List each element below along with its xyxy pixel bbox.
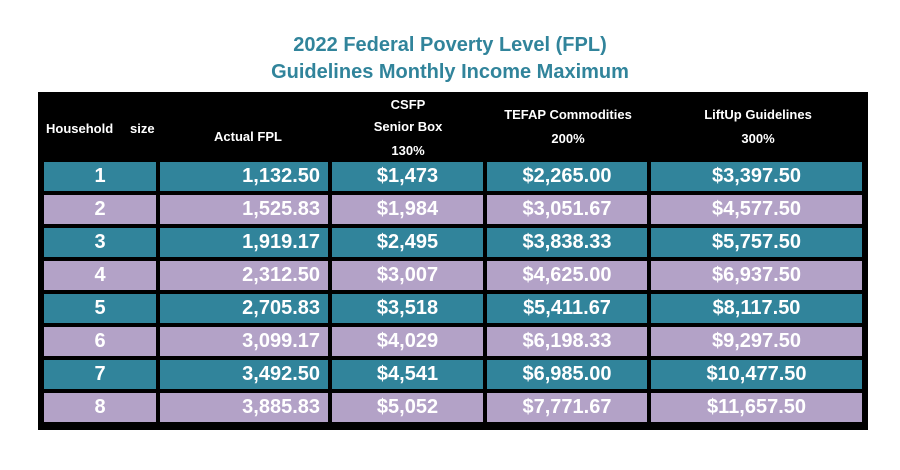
cell-tefap: $4,625.00 (487, 261, 647, 290)
table-row: 2 1,525.83 $1,984 $3,051.67 $4,577.50 (38, 195, 868, 224)
header-actual-fpl: Actual FPL (214, 129, 282, 144)
cell-household-size: 7 (44, 360, 156, 389)
header-household-size: size (130, 121, 155, 136)
fpl-table: Household size Actual FPL CSFP Senior Bo… (38, 92, 868, 430)
cell-csfp: $2,495 (332, 228, 483, 257)
header-tefap-percent: 200% (551, 131, 585, 146)
cell-tefap: $7,771.67 (487, 393, 647, 422)
header-liftup-percent: 300% (741, 131, 775, 146)
cell-csfp: $5,052 (332, 393, 483, 422)
cell-liftup: $10,477.50 (651, 360, 862, 389)
cell-household-size: 3 (44, 228, 156, 257)
cell-csfp: $1,473 (332, 162, 483, 191)
cell-tefap: $2,265.00 (487, 162, 647, 191)
cell-household-size: 2 (44, 195, 156, 224)
cell-household-size: 4 (44, 261, 156, 290)
cell-tefap: $6,198.33 (487, 327, 647, 356)
cell-csfp: $4,541 (332, 360, 483, 389)
cell-csfp: $3,007 (332, 261, 483, 290)
table-row: 1 1,132.50 $1,473 $2,265.00 $3,397.50 (38, 162, 868, 191)
header-household: Household (46, 121, 114, 136)
cell-liftup: $4,577.50 (651, 195, 862, 224)
cell-liftup: $11,657.50 (651, 393, 862, 422)
cell-csfp: $4,029 (332, 327, 483, 356)
cell-tefap: $3,051.67 (487, 195, 647, 224)
table-header: Household size Actual FPL CSFP Senior Bo… (38, 92, 868, 160)
cell-household-size: 8 (44, 393, 156, 422)
page-title: 2022 Federal Poverty Level (FPL) (293, 34, 607, 56)
cell-tefap: $3,838.33 (487, 228, 647, 257)
cell-actual-fpl: 2,705.83 (160, 294, 328, 323)
cell-liftup: $5,757.50 (651, 228, 862, 257)
cell-tefap: $5,411.67 (487, 294, 647, 323)
table-row: 3 1,919.17 $2,495 $3,838.33 $5,757.50 (38, 228, 868, 257)
header-liftup: LiftUp Guidelines (704, 107, 812, 122)
cell-actual-fpl: 1,132.50 (160, 162, 328, 191)
cell-household-size: 1 (44, 162, 156, 191)
cell-actual-fpl: 3,885.83 (160, 393, 328, 422)
cell-csfp: $3,518 (332, 294, 483, 323)
header-csfp: CSFP (390, 97, 426, 112)
cell-actual-fpl: 1,525.83 (160, 195, 328, 224)
header-tefap: TEFAP Commodities (504, 107, 632, 122)
cell-liftup: $3,397.50 (651, 162, 862, 191)
header-csfp-percent: 130% (391, 143, 425, 158)
header-csfp-senior-box: Senior Box (373, 119, 443, 134)
cell-household-size: 5 (44, 294, 156, 323)
cell-csfp: $1,984 (332, 195, 483, 224)
table-row: 8 3,885.83 $5,052 $7,771.67 $11,657.50 (38, 393, 868, 422)
cell-liftup: $8,117.50 (651, 294, 862, 323)
cell-household-size: 6 (44, 327, 156, 356)
cell-liftup: $9,297.50 (651, 327, 862, 356)
cell-tefap: $6,985.00 (487, 360, 647, 389)
page-subtitle: Guidelines Monthly Income Maximum (271, 61, 629, 83)
table-row: 5 2,705.83 $3,518 $5,411.67 $8,117.50 (38, 294, 868, 323)
cell-actual-fpl: 3,492.50 (160, 360, 328, 389)
cell-actual-fpl: 1,919.17 (160, 228, 328, 257)
cell-actual-fpl: 2,312.50 (160, 261, 328, 290)
cell-actual-fpl: 3,099.17 (160, 327, 328, 356)
table-row: 6 3,099.17 $4,029 $6,198.33 $9,297.50 (38, 327, 868, 356)
cell-liftup: $6,937.50 (651, 261, 862, 290)
table-row: 7 3,492.50 $4,541 $6,985.00 $10,477.50 (38, 360, 868, 389)
table-row: 4 2,312.50 $3,007 $4,625.00 $6,937.50 (38, 261, 868, 290)
